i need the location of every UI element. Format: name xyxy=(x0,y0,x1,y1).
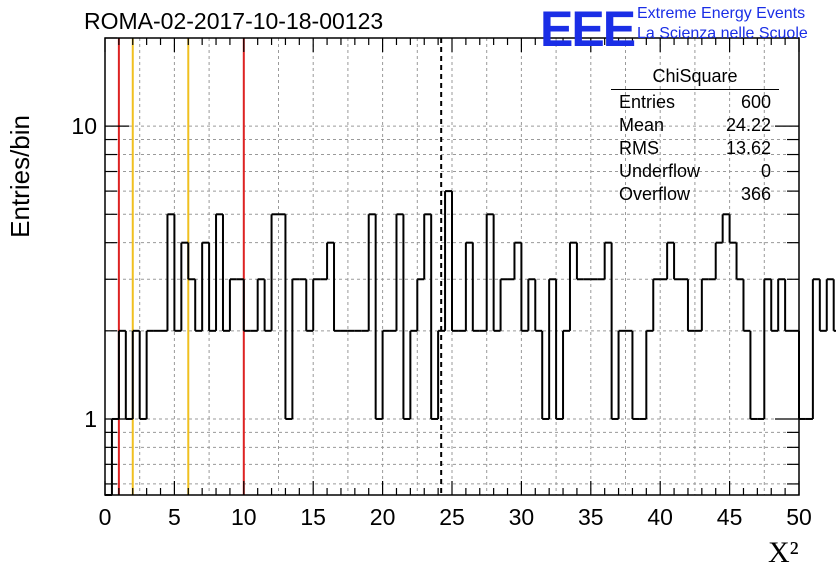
stats-label: Entries xyxy=(619,92,676,112)
stats-row-overflow: Overflow 366 xyxy=(611,184,779,207)
y-axis-label: Entries/bin xyxy=(5,115,35,238)
stats-value: 24.22 xyxy=(725,115,771,135)
x-tick-label: 20 xyxy=(370,504,396,530)
x-tick-label: 15 xyxy=(300,504,326,530)
stats-value: 0 xyxy=(760,161,771,181)
x-tick-label: 40 xyxy=(647,504,673,530)
stats-row-mean: Mean 24.22 xyxy=(611,115,779,138)
x-tick-label: 5 xyxy=(168,504,181,530)
stats-label: Underflow xyxy=(619,161,701,181)
x-tick-label: 45 xyxy=(717,504,743,530)
logo-caption-line2: La Scienza nelle Scuole xyxy=(637,25,808,42)
stats-value: 13.62 xyxy=(725,138,771,158)
y-tick-label: 10 xyxy=(71,113,97,139)
stats-row-rms: RMS 13.62 xyxy=(611,138,779,161)
x-tick-label: 30 xyxy=(509,504,535,530)
x-tick-label: 50 xyxy=(786,504,812,530)
stats-box: ChiSquare Entries 600 Mean 24.22 RMS 13.… xyxy=(611,66,779,207)
logo-caption-line1: Extreme Energy Events xyxy=(637,5,806,22)
stats-title: ChiSquare xyxy=(611,66,779,90)
x-tick-label: 10 xyxy=(231,504,257,530)
stats-value: 366 xyxy=(740,184,771,204)
logo-caption: Extreme Energy Events La Scienza nelle S… xyxy=(637,4,808,44)
stats-label: Mean xyxy=(619,115,665,135)
eee-logo: EEE xyxy=(540,1,636,57)
stats-label: RMS xyxy=(619,138,659,158)
y-tick-label: 1 xyxy=(84,406,97,432)
x-tick-label: 25 xyxy=(439,504,465,530)
stats-value: 600 xyxy=(740,92,771,112)
stats-row-entries: Entries 600 xyxy=(611,92,779,115)
run-title: ROMA-02-2017-10-18-00123 xyxy=(84,8,384,34)
x-axis-label: X² xyxy=(768,536,799,569)
stats-row-underflow: Underflow 0 xyxy=(611,161,779,184)
stats-label: Overflow xyxy=(619,184,691,204)
x-tick-label: 0 xyxy=(99,504,112,530)
x-tick-label: 35 xyxy=(578,504,604,530)
